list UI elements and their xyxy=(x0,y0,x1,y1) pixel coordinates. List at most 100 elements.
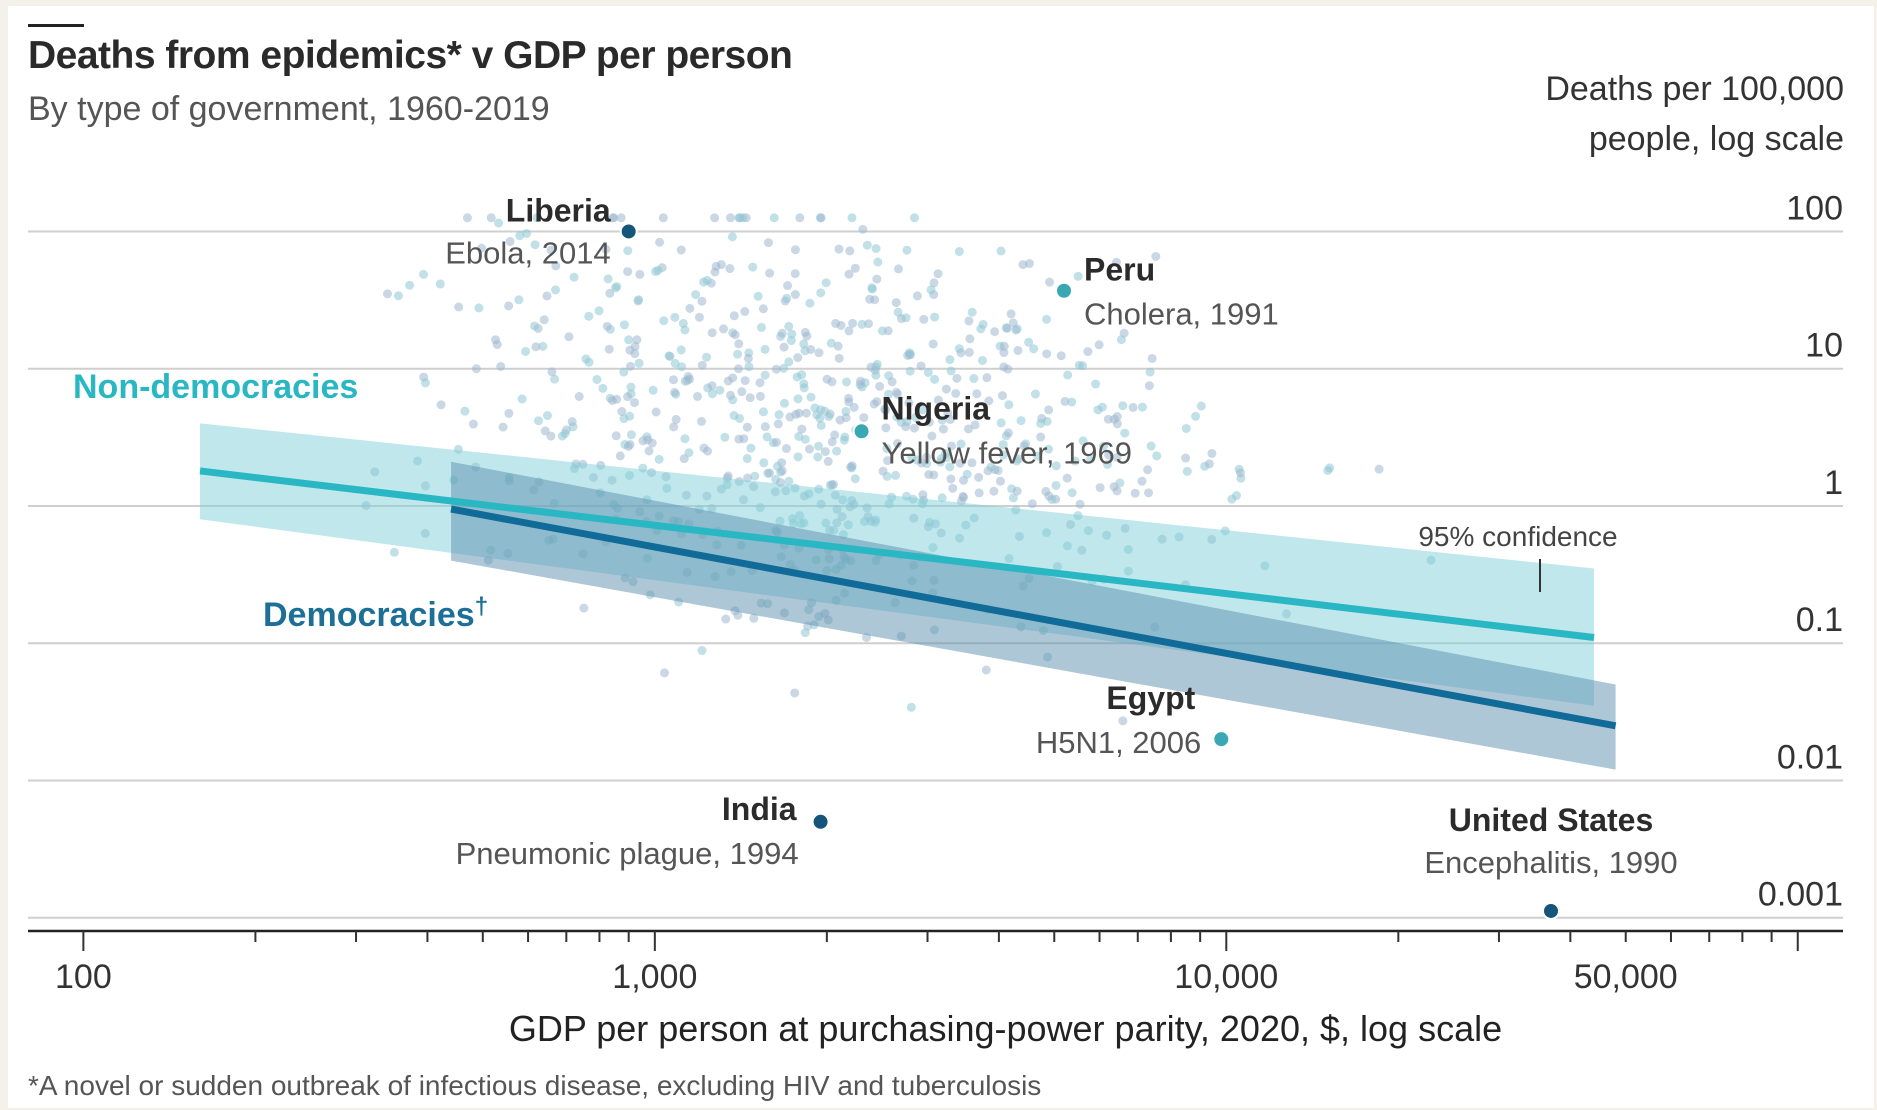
background-point xyxy=(816,420,826,430)
background-point xyxy=(748,262,758,272)
background-point xyxy=(771,364,781,374)
background-point xyxy=(1181,423,1191,433)
background-point xyxy=(945,414,955,424)
background-point xyxy=(871,362,881,372)
background-point xyxy=(793,394,803,404)
background-point xyxy=(540,426,550,436)
background-point xyxy=(930,312,940,322)
background-point xyxy=(694,312,704,322)
background-point xyxy=(806,392,816,402)
background-point xyxy=(460,406,470,416)
background-point xyxy=(623,267,633,277)
background-point xyxy=(999,348,1009,358)
background-point xyxy=(935,457,945,467)
background-point xyxy=(1070,456,1080,466)
background-point xyxy=(800,346,810,356)
background-point xyxy=(715,385,725,395)
background-point xyxy=(974,488,984,498)
background-point xyxy=(814,348,824,358)
background-point xyxy=(872,397,882,407)
background-point xyxy=(697,296,707,306)
background-point xyxy=(726,213,736,223)
background-point xyxy=(1181,453,1191,463)
background-point xyxy=(937,493,947,503)
background-point xyxy=(1030,389,1040,399)
background-point xyxy=(964,316,974,326)
background-point xyxy=(964,347,974,357)
background-point xyxy=(769,213,779,223)
background-point xyxy=(946,474,956,484)
background-point xyxy=(758,304,768,314)
background-point xyxy=(634,295,644,305)
background-point xyxy=(871,370,881,380)
point-event-peru: Cholera, 1991 xyxy=(1084,297,1279,332)
background-point xyxy=(765,468,775,478)
footnote: *A novel or sudden outbreak of infectiou… xyxy=(28,1070,1042,1101)
background-point xyxy=(742,453,752,463)
background-point xyxy=(797,424,807,434)
background-point xyxy=(626,430,636,440)
y-tick-label: 0.01 xyxy=(1777,738,1843,776)
background-point xyxy=(521,346,531,356)
background-point xyxy=(924,417,934,427)
background-point xyxy=(740,376,750,386)
background-point xyxy=(1067,397,1077,407)
background-point xyxy=(1094,340,1104,350)
background-point xyxy=(684,448,694,458)
background-point xyxy=(1074,360,1084,370)
scatter-plot: 100 10 1 0.1 0.01 0.001 Non-democracies Democra… xyxy=(28,189,1843,1049)
point-label-united-states: United States xyxy=(1449,802,1653,838)
background-point xyxy=(1098,441,1108,451)
background-point xyxy=(1128,402,1138,412)
background-point xyxy=(733,364,743,374)
background-point xyxy=(844,269,854,279)
background-point xyxy=(670,387,680,397)
background-point xyxy=(420,378,430,388)
background-point xyxy=(933,395,943,405)
background-point xyxy=(880,404,890,414)
background-point xyxy=(723,376,733,386)
background-point xyxy=(790,269,800,279)
background-point xyxy=(830,430,840,440)
background-point xyxy=(865,294,875,304)
background-point xyxy=(928,339,938,349)
background-point xyxy=(739,434,749,444)
background-point xyxy=(697,646,707,656)
background-point xyxy=(1118,401,1128,411)
background-point xyxy=(539,315,549,325)
background-point xyxy=(945,355,955,365)
background-point xyxy=(941,384,951,394)
background-point xyxy=(989,486,999,496)
background-point xyxy=(901,422,911,432)
background-point xyxy=(1112,452,1122,462)
background-point xyxy=(504,408,514,418)
background-point xyxy=(515,231,525,241)
background-point xyxy=(877,326,887,336)
background-point xyxy=(815,413,825,423)
background-point xyxy=(795,213,805,223)
background-point xyxy=(1063,370,1073,380)
point-event-nigeria: Yellow fever, 1969 xyxy=(882,435,1132,470)
background-point xyxy=(550,374,560,384)
background-point xyxy=(603,274,613,284)
background-point xyxy=(623,441,633,451)
background-point xyxy=(881,423,891,433)
background-point xyxy=(820,447,830,457)
background-point xyxy=(832,446,842,456)
background-point xyxy=(816,213,826,223)
background-point xyxy=(773,419,783,429)
y-tick-label: 100 xyxy=(1786,189,1843,227)
background-point xyxy=(602,321,612,331)
background-point xyxy=(393,291,403,301)
background-point xyxy=(784,321,794,331)
background-point xyxy=(697,416,707,426)
background-point xyxy=(912,291,922,301)
background-point xyxy=(996,418,1006,428)
background-point xyxy=(738,213,748,223)
background-point xyxy=(1182,466,1192,476)
point-liberia xyxy=(619,222,638,241)
background-point xyxy=(551,285,561,295)
background-point xyxy=(862,240,872,250)
background-point xyxy=(990,465,1000,475)
background-point xyxy=(676,345,686,355)
